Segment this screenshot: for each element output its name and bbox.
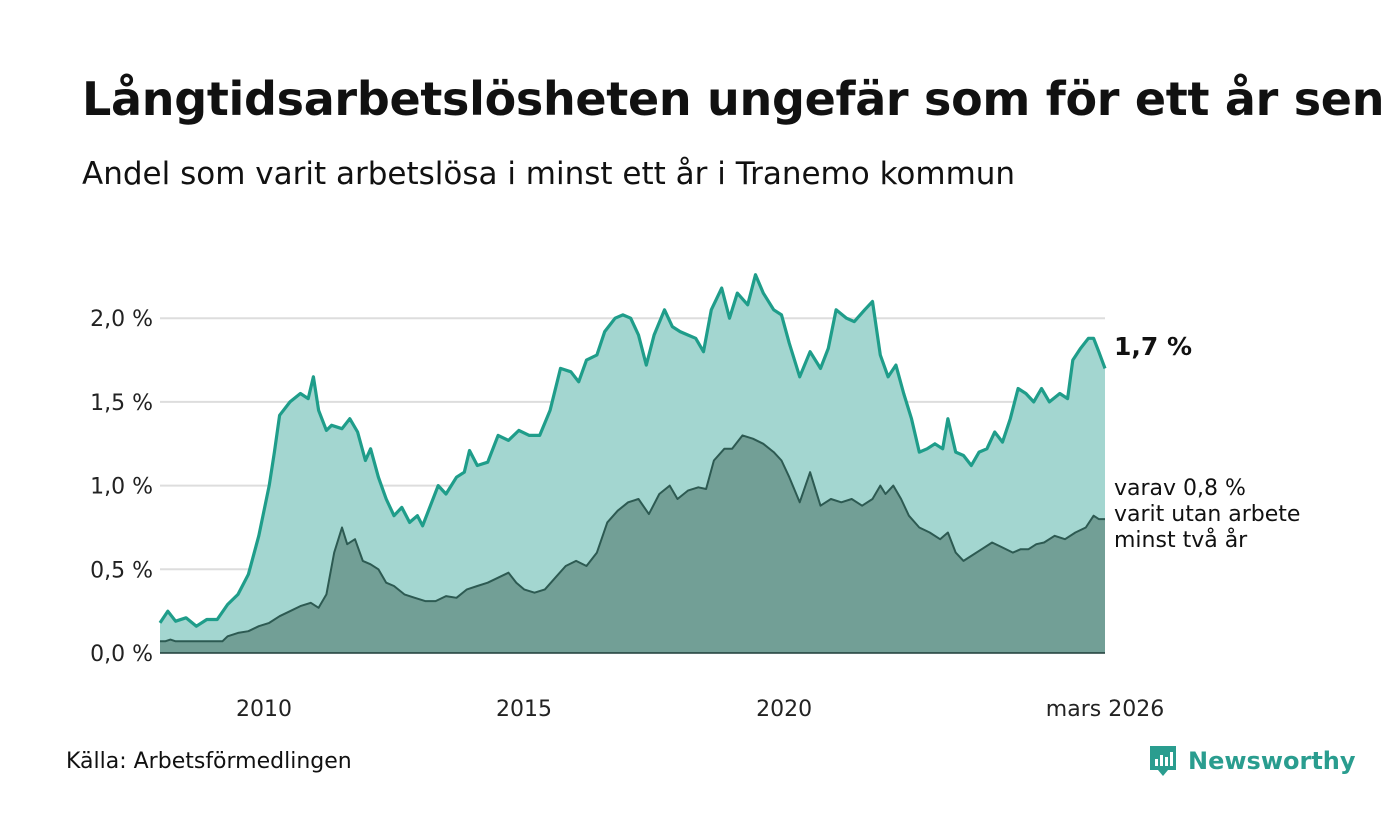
chart-subtitle: Andel som varit arbetslösa i minst ett å… [82, 156, 1016, 192]
x-axis-ticks: 2010 2015 2020 mars 2026 [236, 697, 1164, 722]
x-tick-label: 2020 [756, 697, 812, 722]
chart-title: Långtidsarbetslösheten ungefär som för e… [82, 72, 1385, 126]
secondary-series-area [160, 435, 1105, 653]
x-tick-label: mars 2026 [1046, 697, 1164, 722]
y-axis-ticks: 0,0 % 0,5 % 1,0 % 1,5 % 2,0 % [90, 307, 153, 667]
y-tick-label: 0,5 % [90, 558, 153, 583]
secondary-end-label-line: varit utan arbete [1114, 502, 1300, 527]
primary-series-line [158, 273, 1107, 628]
x-tick-label: 2010 [236, 697, 292, 722]
secondary-end-label-line: varav 0,8 % [1114, 476, 1246, 501]
brand-name: Newsworthy [1188, 747, 1356, 775]
secondary-end-label-line: minst två år [1114, 527, 1248, 553]
y-tick-label: 1,5 % [90, 391, 153, 416]
source-note: Källa: Arbetsförmedlingen [66, 749, 352, 774]
primary-end-label: 1,7 % [1114, 332, 1192, 361]
series-areas [158, 273, 1107, 654]
y-tick-label: 1,0 % [90, 475, 153, 500]
brand-logo[interactable]: Newsworthy [1148, 744, 1356, 778]
y-tick-label: 2,0 % [90, 307, 153, 332]
newsworthy-logo-icon [1150, 746, 1176, 776]
y-tick-label: 0,0 % [90, 642, 153, 667]
x-tick-label: 2015 [496, 697, 552, 722]
secondary-series-line [160, 434, 1105, 643]
